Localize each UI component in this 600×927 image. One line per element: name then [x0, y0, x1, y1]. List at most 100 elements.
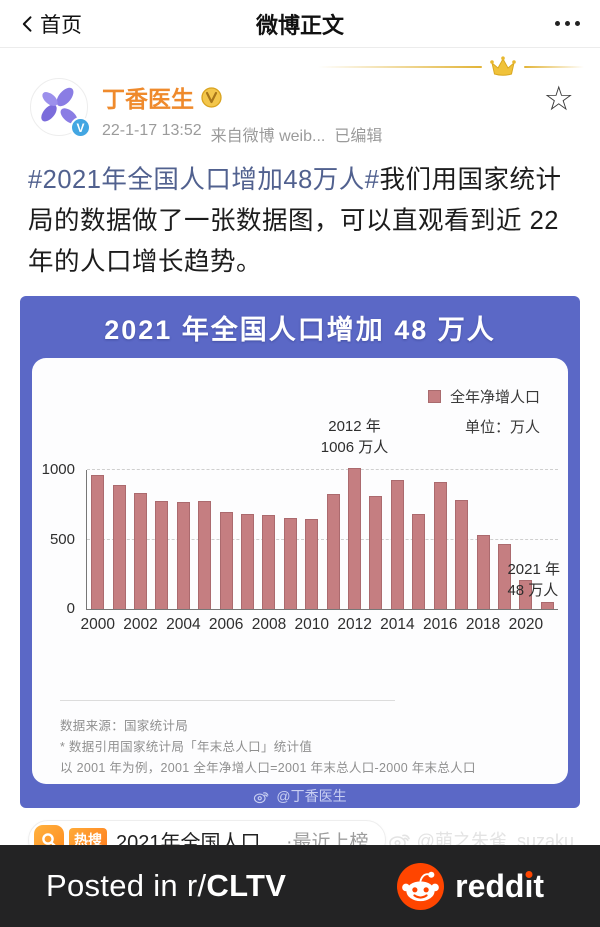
y-tick-label: 0	[66, 600, 75, 617]
x-ticks: 2000 2002 2004 2006 2008 2010 2012 2014 2016 2018…	[80, 616, 558, 638]
notes-divider	[60, 700, 395, 701]
x-tick-label: 2016	[423, 616, 458, 633]
post-body-text: 我们用国家统计局的数据做了一张数据图，可以直观看到近 22 年的人口增长趋势。	[28, 166, 562, 276]
bar-2018	[476, 534, 490, 609]
plot-area: 1000 500 0 2012 年 1006 万人 2021 年 48 万人 2…	[42, 418, 560, 633]
nav-bar: 首页 微博正文	[0, 0, 600, 48]
bar-2012	[348, 468, 362, 609]
crown-icon	[490, 56, 516, 78]
bar-2000	[91, 475, 105, 609]
nav-back-label: 首页	[40, 13, 82, 37]
bar-2013	[369, 496, 383, 609]
bar-slot	[194, 470, 215, 609]
hashtag-link[interactable]: #2021年全国人口增加48万人#	[28, 166, 380, 194]
nav-back-button[interactable]: 首页	[18, 9, 82, 39]
verified-badge: V	[70, 117, 91, 138]
gold-member-badge-icon	[201, 86, 222, 108]
page-title: 微博正文	[255, 12, 344, 38]
bar-2008	[262, 514, 276, 609]
bar-2002	[134, 493, 148, 609]
legend-label: 全年净增人口	[449, 389, 540, 406]
gridline-500	[87, 539, 558, 540]
top-post-decoration	[0, 48, 600, 76]
x-tick-label: 2002	[123, 616, 158, 633]
reddit-logo-icon	[397, 862, 445, 910]
bar-2001	[112, 485, 126, 609]
chart-notes: 数据来源：国家统计局 * 数据引用国家统计局「年末总人口」统计值 以 2001 …	[60, 700, 540, 779]
x-tick-label: 2010	[294, 616, 330, 633]
bar-2003	[155, 500, 169, 609]
chart-title: 2021 年全国人口增加 48 万人	[104, 314, 496, 345]
x-tick-label: 2008	[251, 616, 287, 633]
x-tick-label: 2020	[508, 616, 544, 633]
bar-slot	[130, 470, 151, 609]
bar-slot	[258, 470, 279, 609]
bar-slot	[108, 470, 129, 609]
bar-slot	[537, 470, 558, 609]
chart-panel: 全年净增人口 单位：万人 1000 500 0 2012 年 1006 万人 2…	[32, 358, 568, 784]
bar-2014	[390, 480, 404, 609]
bar-slot	[494, 470, 515, 609]
note-ref: * 数据引用国家统计局「年末总人口」统计值	[60, 740, 313, 754]
bar-2007	[241, 513, 255, 609]
bar-2009	[283, 518, 297, 609]
plot-bars	[87, 468, 558, 609]
bar-2016	[433, 482, 447, 609]
post-timestamp: 22-1-17 13:52	[102, 122, 202, 139]
avatar[interactable]: V	[30, 78, 91, 138]
bar-2015	[412, 513, 426, 609]
legend-swatch	[427, 390, 441, 403]
bar-slot	[408, 470, 429, 609]
bar-slot	[344, 468, 365, 609]
bar-slot	[365, 470, 386, 609]
gold-line-right	[524, 66, 584, 68]
annotation-2021: 2021 年 48 万人	[507, 561, 560, 599]
post-source[interactable]: 来自微博 weib...	[210, 128, 326, 145]
dingxiang-logo-icon	[41, 87, 78, 124]
gridline-1000	[87, 469, 558, 470]
bar-slot	[301, 470, 322, 609]
bar-slot	[237, 470, 258, 609]
subreddit-name: CLTV	[206, 868, 287, 903]
post-text: #2021年全国人口增加48万人#我们用国家统计局的数据做了一张数据图，可以直观…	[0, 146, 600, 283]
favorite-star-icon[interactable]: ☆	[543, 80, 574, 118]
bar-2005	[198, 501, 212, 609]
note-source: 数据来源：国家统计局	[60, 719, 189, 733]
bar-slot	[87, 470, 108, 609]
bar-slot	[515, 470, 536, 609]
bar-2021	[540, 602, 554, 609]
post-edited-label: 已编辑	[334, 128, 383, 145]
bar-2019	[497, 543, 511, 609]
chevron-left-icon	[22, 15, 32, 32]
reddit-brand: redd ı t	[397, 862, 544, 910]
x-tick-label: 2012	[337, 616, 372, 633]
more-options-button[interactable]	[553, 15, 582, 32]
bar-slot	[215, 470, 236, 609]
bar-2017	[455, 499, 469, 609]
y-tick-label: 500	[49, 531, 75, 548]
bar-slot	[322, 470, 343, 609]
y-tick-label: 1000	[41, 461, 75, 478]
bar-slot	[280, 470, 301, 609]
bar-slot	[387, 470, 408, 609]
author-name[interactable]: 丁香医生	[102, 86, 194, 112]
bar-slot	[472, 470, 493, 609]
reddit-i-dot	[525, 870, 533, 878]
bar-2004	[176, 502, 190, 609]
bar-slot	[430, 470, 451, 609]
unit-label: 单位：万人	[464, 419, 540, 436]
annotation-2012: 2012 年 1006 万人	[320, 418, 389, 456]
bar-slot	[151, 470, 172, 609]
x-tick-label: 2004	[166, 616, 201, 633]
x-tick-label: 2000	[80, 616, 115, 633]
gold-line-left	[318, 66, 482, 68]
chart-legend: 全年净增人口 单位：万人	[427, 386, 540, 437]
bar-slot	[451, 470, 472, 609]
x-tick-label: 2018	[465, 616, 501, 633]
post-header: V 丁香医生 22-1-17 13:52 来自微博 weib... 已编辑 ☆	[0, 76, 600, 146]
bar-slot	[173, 470, 194, 609]
weibo-icon	[254, 791, 269, 803]
posted-in-label: Posted in r/CLTV	[46, 868, 287, 903]
bar-2020	[519, 580, 533, 609]
chart-image[interactable]: 2021 年全国人口增加 48 万人 全年净增人口 单位：万人 1000 500…	[20, 296, 580, 808]
